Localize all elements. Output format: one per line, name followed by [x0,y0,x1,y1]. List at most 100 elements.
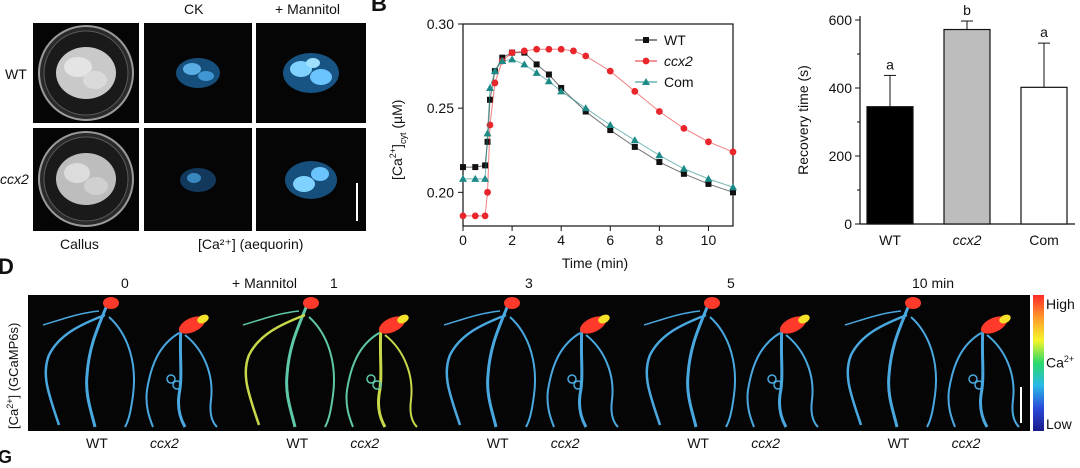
data-point [472,164,479,171]
timepoint-5: 5 [727,275,735,291]
legend-marker [642,78,650,85]
genotype-label-wt: WT [486,435,509,451]
legend-marker [643,37,649,43]
aequorin-ccx2-ck-image [144,128,252,231]
scale-bar [356,183,358,221]
data-point [471,174,480,182]
data-point [570,47,577,55]
bar-group-ccx2: b ccx2 [943,2,991,248]
data-point [545,45,553,53]
data-point [471,212,479,220]
data-point [729,183,737,191]
bar [943,28,991,225]
root-image-t1 [229,295,427,431]
genotype-label-wt: WT [86,435,108,451]
data-point [655,151,664,159]
root-image-t3 [630,295,828,431]
data-point [656,159,663,166]
legend-entry: ccx2 [635,53,693,69]
data-point [545,71,552,78]
data-point [481,174,490,182]
data-point [481,212,489,220]
data-point [705,138,712,146]
scale-bar [1019,387,1022,423]
data-point [459,212,467,220]
data-point [498,57,507,65]
bar-group-Com: a Com [1020,24,1068,248]
colorbar [1033,295,1044,431]
data-point [484,188,491,196]
x-tick-label: 2 [508,232,516,248]
data-point [729,148,737,156]
aequorin-wt-mannitol-image [256,23,366,123]
legend-entry: Com [635,74,694,90]
data-point [607,127,614,134]
x-tick-label: 6 [606,232,614,248]
legend-label: WT [664,32,686,48]
genotype-label-wt: WT [286,435,309,451]
data-point [631,87,639,95]
data-point [630,136,639,144]
panel-b-chart: [Ca2+]cyt (µM) 0 2 4 6 8 10 0.20 0.25 0.30 WT ccx… [388,16,737,271]
bar [866,106,914,225]
y-axis-label: [Ca2+]cyt (µM) [388,100,408,180]
y-tick-label: 0.25 [427,100,454,116]
bar-group-WT: a WT [866,56,914,248]
data-point [679,164,688,172]
series-Com [459,55,737,191]
x-axis-label: Time (min) [562,255,628,271]
panel-c-chart: Recovery time (s) 0 200 400 600 a WT b ccx2 a Co… [795,2,1075,248]
data-point [704,174,713,182]
x-tick-label: 4 [557,232,565,248]
y-tick-label: 0 [844,216,852,232]
genotype-label-ccx2: ccx2 [350,435,380,451]
svg-text:[Ca2+] (GCaMP6s): [Ca2+] (GCaMP6s) [5,323,21,429]
row-label-ccx2: ccx2 [0,171,29,187]
data-point [582,108,589,115]
x-tick-label: 10 [701,232,717,248]
bar [1020,86,1068,225]
data-point [533,45,541,53]
data-point [520,60,529,68]
significance-letter: a [1040,24,1048,40]
data-point [582,52,590,60]
x-tick-label: 0 [459,232,467,248]
data-point [490,67,499,75]
root-image-t0 [29,295,227,431]
data-point [655,108,663,115]
series-ccx2 [459,45,737,220]
data-point [460,164,466,171]
panel-d-ylabel: [Ca2+] (GCaMP6s) [5,323,21,429]
data-point [606,121,615,128]
genotype-label-ccx2: ccx2 [951,435,981,451]
y-tick-label: 200 [829,148,853,164]
callus-ccx2-image [33,128,139,231]
y-tick-label: 0.20 [427,184,454,200]
data-point [482,162,489,169]
aequorin-ccx2-mannitol-image [256,128,366,231]
row-label-wt: WT [5,66,27,82]
data-point [680,124,688,132]
aequorin-wt-ck-image [144,23,252,123]
data-point [532,68,541,76]
callus-wt-image [33,23,139,123]
genotype-label-ccx2: ccx2 [150,435,179,451]
data-point [459,174,467,182]
plot-frame [462,23,734,227]
panel-letter-b: B [371,0,387,16]
category-label: WT [879,232,901,248]
y-axis-label: Recovery time (s) [795,65,811,175]
timepoint-3: 3 [525,275,533,291]
mannitol-label: + Mannitol [232,275,297,291]
data-point [631,143,638,150]
panel-letter-g: G [0,447,13,467]
data-point [508,49,516,57]
col-header-mannitol: + Mannitol [275,1,340,17]
x-tick-label: 8 [655,232,663,248]
data-point [520,47,528,55]
root-image-strip [28,295,1030,431]
data-point [557,45,565,53]
colorbar-low-label: Low [1046,416,1072,432]
data-point [486,83,494,91]
timepoint-10: 10 min [912,275,955,291]
